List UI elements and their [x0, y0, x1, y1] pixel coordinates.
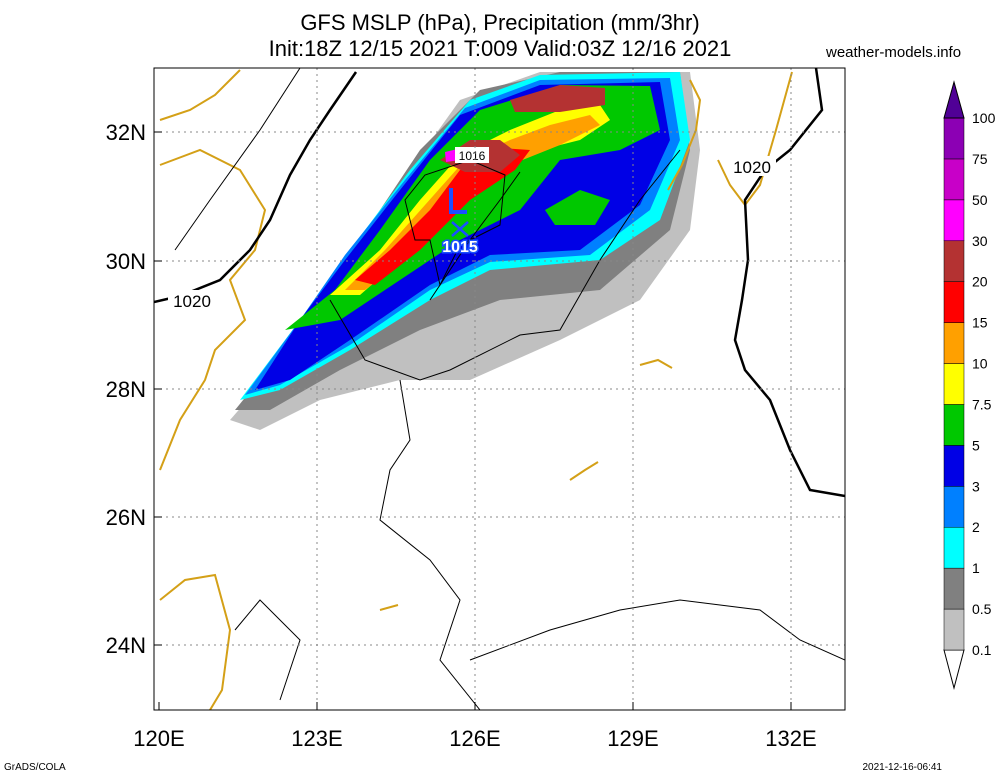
map-plot-area: L 1015 1020 1020 1016: [154, 68, 845, 710]
isobar-label-1016: 1016: [459, 149, 486, 163]
lat-tick-26n: 26N: [106, 505, 146, 530]
color-bar-swatch: [943, 404, 965, 446]
precip-field: [230, 72, 700, 430]
color-bar-label: 1: [972, 560, 980, 576]
color-bar-label: 2: [972, 519, 980, 535]
color-bar-swatch: [943, 608, 965, 651]
gridlines: [154, 68, 845, 710]
lon-tick-120e: 120E: [133, 726, 184, 751]
isobar-label-1020-east: 1020: [733, 158, 771, 177]
color-bar-label: 5: [972, 437, 980, 453]
color-bar-label: 3: [972, 478, 980, 494]
color-bar-arrow-high: [943, 80, 965, 119]
map-title: GFS MSLP (hPa), Precipitation (mm/3hr): [300, 10, 700, 35]
color-bar-swatch: [943, 486, 965, 528]
color-bar-swatch: [943, 281, 965, 323]
color-bar-swatch: [943, 445, 965, 487]
coastlines: [159, 69, 793, 710]
border-lines: [174, 68, 845, 710]
color-bar-label: 50: [972, 192, 988, 208]
color-bar-swatch: [943, 240, 965, 282]
lon-tick-132e: 132E: [765, 726, 816, 751]
color-bar-label: 75: [972, 151, 988, 167]
color-bar-label: 10: [972, 356, 988, 372]
lon-tick-126e: 126E: [449, 726, 500, 751]
lat-tick-30n: 30N: [106, 249, 146, 274]
color-bar-swatch: [943, 199, 965, 242]
color-bar-label: 7.5: [972, 396, 992, 412]
lat-tick-28n: 28N: [106, 377, 146, 402]
color-bar-label: 15: [972, 315, 988, 331]
color-bar-label: 20: [972, 274, 988, 290]
color-bar-swatch: [943, 526, 965, 569]
tick-marks: [154, 131, 792, 710]
color-bar-label: 100: [972, 110, 996, 126]
lon-tick-123e: 123E: [291, 726, 342, 751]
brand-label: weather-models.info: [826, 44, 962, 61]
lon-tick-129e: 129E: [607, 726, 658, 751]
low-pressure-center: L 1015: [441, 188, 479, 258]
color-bar-swatch: [943, 567, 965, 610]
lat-tick-32n: 32N: [106, 120, 146, 145]
color-bar-label: 0.5: [972, 601, 992, 617]
footer-timestamp: 2021-12-16-06:41: [862, 762, 942, 773]
color-bar-label: 30: [972, 233, 988, 249]
color-bar-arrow-low: [943, 649, 965, 690]
color-bar-swatch: [943, 363, 965, 405]
color-bar-swatch: [943, 322, 965, 364]
color-bar-legend: 0.1 0.5 1 2 3 5 7.5 10 15 20 30 50 75 100: [943, 80, 996, 690]
color-bar-swatch: [943, 158, 965, 201]
color-bar-swatch: [943, 117, 965, 160]
footer-software-label: GrADS/COLA: [4, 762, 66, 773]
lat-tick-24n: 24N: [106, 633, 146, 658]
color-bar-label: 0.1: [972, 642, 992, 658]
map-subtitle: Init:18Z 12/15 2021 T:009 Valid:03Z 12/1…: [268, 36, 732, 61]
isobar-label-1020-west: 1020: [173, 292, 211, 311]
low-center-value: 1015: [442, 239, 478, 256]
